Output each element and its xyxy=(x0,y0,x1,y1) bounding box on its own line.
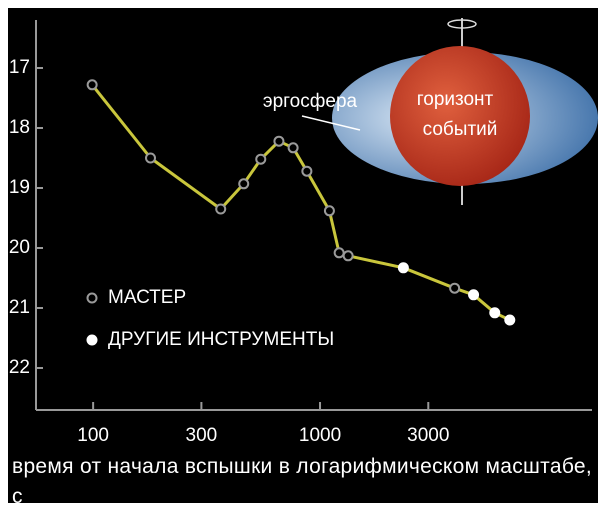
y-tick-label: 22 xyxy=(9,357,30,378)
point xyxy=(215,203,227,215)
event-horizon xyxy=(390,46,530,186)
y-tick-label: 18 xyxy=(9,117,30,138)
y-tick-label: 20 xyxy=(9,237,30,258)
black-hole-diagram: эргосфера горизонт событий xyxy=(263,18,598,205)
legend-marker xyxy=(86,334,98,346)
point xyxy=(397,262,409,274)
light-curve-segment xyxy=(219,182,245,211)
point xyxy=(287,142,299,154)
y-tick-label: 21 xyxy=(9,297,30,318)
legend-label: ДРУГИЕ ИНСТРУМЕНТЫ xyxy=(108,329,334,350)
x-axis-label: время от начала вспышки в логарифмическо… xyxy=(12,455,593,508)
legend-label: МАСТЕР xyxy=(108,287,186,308)
point xyxy=(333,247,345,259)
point xyxy=(323,205,335,217)
point xyxy=(342,250,354,262)
point xyxy=(301,165,313,177)
x-tick-label: 100 xyxy=(77,425,109,446)
point xyxy=(145,152,157,164)
pointer xyxy=(301,115,361,131)
point xyxy=(238,178,250,190)
annotation: эргосфера xyxy=(263,91,358,112)
legend-marker xyxy=(86,292,98,304)
annotation: событий xyxy=(423,119,498,140)
light-curve-segment xyxy=(305,170,331,212)
point xyxy=(273,135,285,147)
light-curve-segment xyxy=(90,83,152,159)
annotation: горизонт xyxy=(417,89,494,110)
light-curve-segment xyxy=(327,210,341,254)
point xyxy=(86,79,98,91)
point xyxy=(504,314,516,326)
light-curve-segment xyxy=(402,266,456,290)
light-curve-segment xyxy=(347,254,404,270)
light-curve-segment xyxy=(149,156,222,211)
spin-ring xyxy=(447,19,477,29)
x-tick-label: 300 xyxy=(186,425,218,446)
x-tick-label: 3000 xyxy=(407,425,449,446)
point xyxy=(449,282,461,294)
point xyxy=(468,289,480,301)
point xyxy=(489,307,501,319)
point xyxy=(255,153,267,165)
x-tick-label: 1000 xyxy=(299,425,341,446)
y-tick-label: 19 xyxy=(9,177,30,198)
y-tick-label: 17 xyxy=(9,57,30,78)
